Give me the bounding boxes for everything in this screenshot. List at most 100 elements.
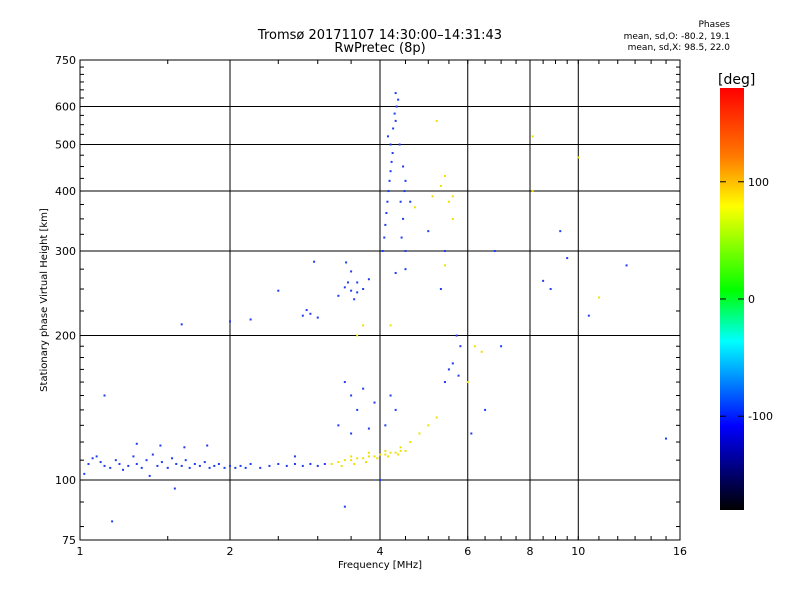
data-point-X <box>389 451 392 454</box>
data-point-X <box>404 449 407 452</box>
data-point-O <box>350 289 353 292</box>
data-point-X <box>389 324 392 327</box>
data-point-O <box>244 466 247 469</box>
data-point-O <box>350 270 353 273</box>
data-point-O <box>493 250 496 253</box>
data-point-O <box>343 381 346 384</box>
colorbar-tick-label: 100 <box>748 176 769 189</box>
data-point-O <box>145 459 148 462</box>
y-tick-label: 500 <box>55 139 76 152</box>
data-point-O <box>223 466 226 469</box>
x-tick-label: 1 <box>77 545 84 558</box>
data-point-X <box>330 462 333 465</box>
data-point-X <box>353 462 356 465</box>
data-point-X <box>343 459 346 462</box>
data-point-X <box>451 195 454 198</box>
data-point-O <box>443 381 446 384</box>
data-point-O <box>249 318 252 321</box>
x-tick-label: 8 <box>527 545 534 558</box>
data-point-O <box>381 250 384 253</box>
data-point-X <box>399 446 402 449</box>
data-point-X <box>409 441 412 444</box>
data-point-O <box>156 464 159 467</box>
data-point-O <box>447 368 450 371</box>
data-point-O <box>439 288 442 291</box>
data-point-X <box>397 453 400 456</box>
data-point-O <box>409 200 412 203</box>
data-point-O <box>393 112 396 115</box>
data-point-X <box>394 451 397 454</box>
data-point-O <box>403 190 406 193</box>
data-point-X <box>466 381 469 384</box>
data-point-O <box>188 466 191 469</box>
data-point-O <box>313 260 316 263</box>
data-point-O <box>451 362 454 365</box>
data-point-X <box>356 334 359 337</box>
data-point-O <box>367 427 370 430</box>
data-point-X <box>418 432 421 435</box>
data-point-O <box>542 279 545 282</box>
data-point-X <box>350 455 353 458</box>
data-point-O <box>470 432 473 435</box>
data-point-O <box>549 288 552 291</box>
data-point-O <box>356 408 359 411</box>
data-point-O <box>398 143 401 146</box>
data-point-O <box>305 309 308 312</box>
data-point-O <box>346 281 349 284</box>
chart-subtitle: RwPretec (8p) <box>334 41 426 56</box>
data-point-X <box>597 296 600 299</box>
data-point-O <box>180 464 183 467</box>
data-point-O <box>173 487 176 490</box>
data-point-X <box>365 461 368 464</box>
data-point-O <box>402 165 405 168</box>
data-point-O <box>390 160 393 163</box>
data-point-O <box>345 261 348 264</box>
data-point-O <box>343 286 346 289</box>
data-point-O <box>160 461 163 464</box>
data-point-O <box>392 127 395 130</box>
data-point-O <box>99 461 102 464</box>
data-point-O <box>457 374 460 377</box>
data-point-X <box>362 457 365 460</box>
data-point-O <box>309 312 312 315</box>
y-tick-label: 100 <box>55 474 76 487</box>
data-point-O <box>309 462 312 465</box>
data-point-O <box>229 320 231 323</box>
data-point-O <box>356 291 359 294</box>
data-point-X <box>379 453 381 456</box>
data-point-O <box>249 462 252 465</box>
data-point-O <box>151 453 154 456</box>
data-point-O <box>180 323 183 326</box>
data-point-X <box>356 457 359 460</box>
data-point-O <box>384 424 387 427</box>
data-point-O <box>665 437 668 440</box>
data-point-O <box>389 394 392 397</box>
data-point-O <box>387 190 390 193</box>
data-point-X <box>480 350 483 353</box>
data-point-X <box>384 453 387 456</box>
data-point-X <box>367 451 370 454</box>
data-point-O <box>404 268 407 271</box>
data-point-X <box>439 184 442 187</box>
data-point-O <box>111 520 114 523</box>
data-point-O <box>343 505 346 508</box>
data-point-O <box>268 464 271 467</box>
data-point-O <box>234 466 237 469</box>
data-point-O <box>404 179 407 182</box>
data-point-O <box>103 394 106 397</box>
data-point-O <box>127 464 130 467</box>
data-point-O <box>140 466 143 469</box>
data-point-X <box>337 461 340 464</box>
data-point-O <box>379 479 381 482</box>
data-point-O <box>400 236 403 239</box>
data-point-X <box>435 416 438 419</box>
data-point-X <box>531 135 534 138</box>
data-point-X <box>443 264 446 267</box>
data-point-O <box>135 462 138 465</box>
data-point-O <box>385 212 388 215</box>
data-point-O <box>184 459 187 462</box>
data-point-O <box>337 294 340 297</box>
data-point-X <box>447 200 450 203</box>
x-tick-label: 10 <box>571 545 585 558</box>
